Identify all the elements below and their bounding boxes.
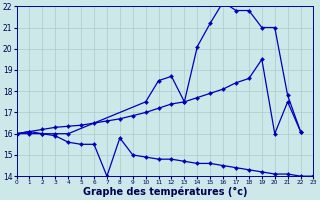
X-axis label: Graphe des températures (°c): Graphe des températures (°c) [83, 187, 247, 197]
